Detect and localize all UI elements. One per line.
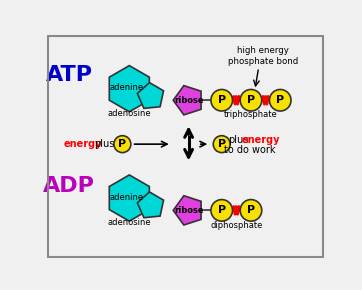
Text: adenine: adenine <box>110 84 144 93</box>
Text: P: P <box>247 95 255 105</box>
Text: P: P <box>276 95 284 105</box>
Text: plus: plus <box>94 139 115 149</box>
Text: P: P <box>247 205 255 215</box>
Text: ADP: ADP <box>43 177 95 197</box>
Text: adenosine: adenosine <box>108 218 151 227</box>
Circle shape <box>211 200 232 221</box>
Circle shape <box>211 90 232 111</box>
Polygon shape <box>109 175 149 221</box>
Circle shape <box>213 136 230 153</box>
Polygon shape <box>173 86 201 115</box>
Text: ribose: ribose <box>174 96 203 105</box>
Text: high energy
phosphate bond: high energy phosphate bond <box>228 46 298 66</box>
Text: adenosine: adenosine <box>108 109 151 118</box>
Text: P: P <box>218 205 226 215</box>
Circle shape <box>269 90 291 111</box>
Text: plus: plus <box>228 135 248 145</box>
Polygon shape <box>137 83 164 108</box>
Text: energy: energy <box>64 139 102 149</box>
Text: P: P <box>118 139 126 149</box>
Circle shape <box>240 200 262 221</box>
Text: P: P <box>218 95 226 105</box>
Text: triphosphate: triphosphate <box>224 110 278 119</box>
Text: ribose: ribose <box>174 206 203 215</box>
Text: P: P <box>218 139 226 149</box>
Circle shape <box>240 90 262 111</box>
Polygon shape <box>137 192 164 218</box>
Text: ATP: ATP <box>46 65 93 85</box>
Polygon shape <box>109 66 149 112</box>
Text: to do work: to do work <box>224 145 276 155</box>
Text: adenine: adenine <box>110 193 144 202</box>
Circle shape <box>114 136 131 153</box>
Text: energy: energy <box>242 135 280 145</box>
Text: diphosphate: diphosphate <box>210 221 262 230</box>
Polygon shape <box>173 196 201 225</box>
